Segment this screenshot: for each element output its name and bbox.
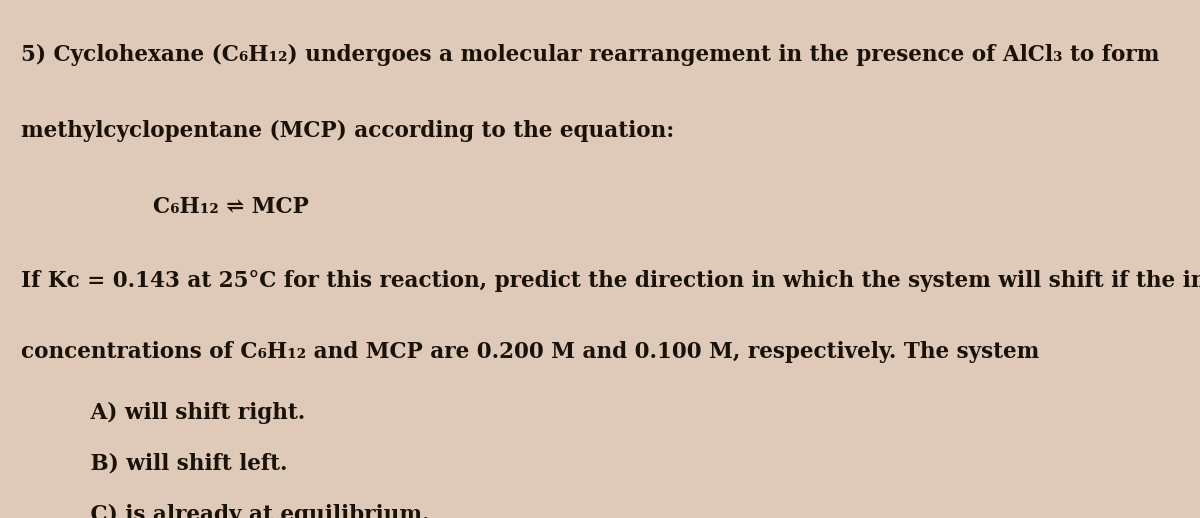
Text: concentrations of C₆H₁₂ and MCP are 0.200 M and 0.100 M, respectively. The syste: concentrations of C₆H₁₂ and MCP are 0.20…	[22, 341, 1039, 363]
Text: C) is already at equilibrium.: C) is already at equilibrium.	[68, 503, 430, 518]
Text: 5) Cyclohexane (C₆H₁₂) undergoes a molecular rearrangement in the presence of Al: 5) Cyclohexane (C₆H₁₂) undergoes a molec…	[22, 44, 1159, 66]
Text: If Kᴄ = 0.143 at 25°C for this reaction, predict the direction in which the syst: If Kᴄ = 0.143 at 25°C for this reaction,…	[22, 270, 1200, 292]
Text: A) will shift right.: A) will shift right.	[68, 402, 306, 424]
Text: B) will shift left.: B) will shift left.	[68, 453, 288, 474]
Text: C₆H₁₂ ⇌ MCP: C₆H₁₂ ⇌ MCP	[154, 196, 308, 219]
Text: methylcyclopentane (MCP) according to the equation:: methylcyclopentane (MCP) according to th…	[22, 120, 674, 142]
